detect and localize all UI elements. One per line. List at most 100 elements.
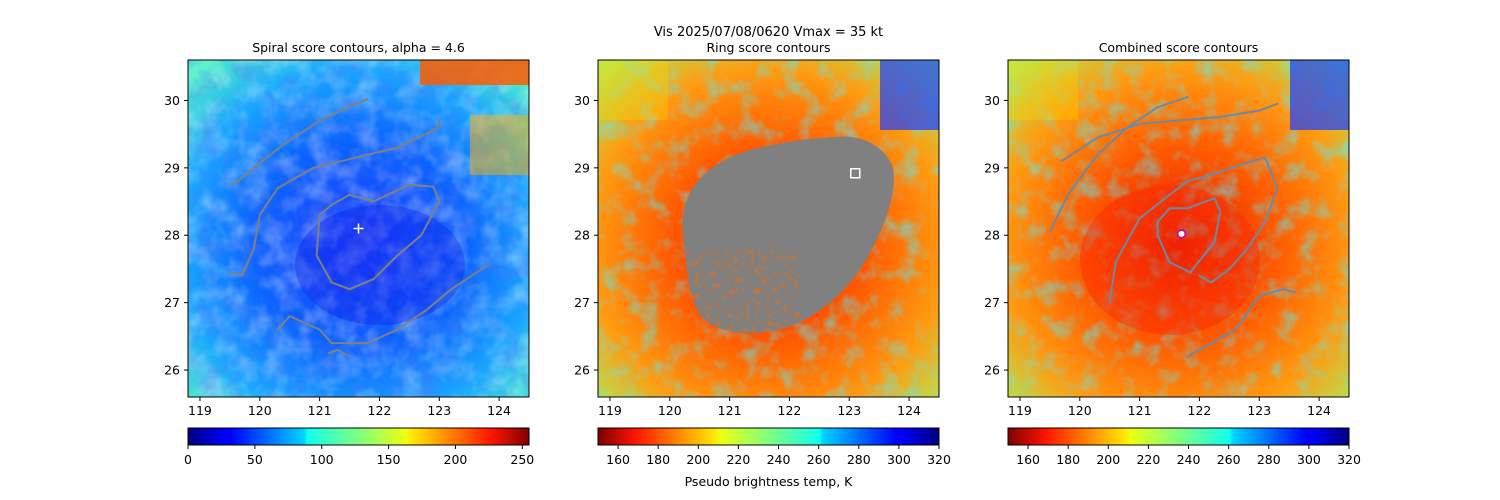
contour-line [315,183,441,291]
colorbar-tick-label: 160 [1016,452,1040,467]
figure-suptitle: Vis 2025/07/08/0620 Vmax = 35 kt [654,25,883,40]
colorbar-tick-label: 200 [686,452,710,467]
panel-ring: Ring score contours 119 120 121 122 123 124 2… [574,40,951,489]
colorbar-tick-label: 240 [1177,452,1201,467]
x-tick-label: 121 [1128,403,1152,418]
x-tick-label: 124 [897,403,921,418]
y-tick-label: 27 [984,295,1000,310]
contour-layer-spiral [228,98,489,358]
x-tick-label: 121 [718,403,742,418]
y-axis-ring: 26 27 28 29 30 [574,93,598,378]
contour-line [1108,156,1279,304]
contour-layer-combined [1048,96,1297,358]
center-marker-combined [1176,228,1187,239]
colorbar-tick-label: 300 [1297,452,1321,467]
satellite-image-combined [1008,60,1349,397]
contour-line [1186,288,1297,358]
colorbar-tick-label: 100 [310,452,334,467]
y-axis-spiral: 26 27 28 29 30 [164,93,188,378]
colorbar-tick-label: 300 [887,452,911,467]
colorbar-tick-label: 180 [646,452,670,467]
plus-marker-icon [353,223,364,234]
x-tick-label: 119 [188,403,212,418]
y-tick-label: 29 [984,160,1000,175]
y-tick-label: 30 [574,93,590,108]
y-tick-label: 26 [984,363,1000,378]
y-tick-label: 28 [574,228,590,243]
x-tick-label: 120 [248,403,272,418]
colorbar-spiral [187,427,530,446]
contour-line [327,348,351,358]
colorbar-tick-label: 200 [444,452,468,467]
panel-combined: Combined score contours 119 120 121 122 123 1… [984,40,1361,467]
y-tick-label: 30 [984,93,1000,108]
colorbar-tick-label: 220 [726,452,750,467]
x-tick-label: 123 [837,403,861,418]
x-tick-label: 123 [1247,403,1271,418]
x-tick-label: 124 [1307,403,1331,418]
satellite-image-ring [598,60,939,397]
x-axis-combined: 119 120 121 122 123 124 [1008,397,1331,418]
y-tick-label: 26 [574,363,590,378]
x-tick-label: 120 [658,403,682,418]
x-tick-label: 123 [427,403,451,418]
x-axis-spiral: 119 120 121 122 123 124 [188,397,511,418]
colorbar-tick-label: 50 [247,452,263,467]
contour-line [1156,197,1222,274]
colorbar-tick-label: 250 [510,452,534,467]
colorbar-ring [597,427,940,446]
x-tick-label: 121 [308,403,332,418]
colorbar-label: Pseudo brightness temp, K [685,474,854,489]
colorbar-combined [1007,427,1350,446]
colorbar-tick-label: 320 [927,452,951,467]
contour-line [1060,102,1279,163]
x-axis-ring: 119 120 121 122 123 124 [598,397,921,418]
x-tick-label: 124 [487,403,511,418]
y-tick-label: 26 [164,363,180,378]
x-tick-label: 122 [778,403,802,418]
colorbar-tick-label: 320 [1337,452,1361,467]
panel-title-combined: Combined score contours [1099,40,1259,55]
y-tick-label: 28 [984,228,1000,243]
colorbar-tick-label: 260 [807,452,831,467]
contour-line [231,98,369,186]
y-tick-label: 29 [574,160,590,175]
colorbar-tick-label: 280 [847,452,871,467]
contour-line [1048,96,1189,233]
panel-title-spiral: Spiral score contours, alpha = 4.6 [252,40,465,55]
center-marker-ring [849,167,861,179]
colorbar-tick-label: 260 [1217,452,1241,467]
y-tick-label: 27 [164,295,180,310]
axes-frame-ring [597,59,940,398]
colorbar-tick-label: 240 [767,452,791,467]
center-marker-spiral [353,223,364,234]
colorbar-tick-label: 150 [377,452,401,467]
colorbar-ticks-combined: 160 180 200 220 240 260 280 300 320 [1016,445,1361,467]
x-tick-label: 122 [1188,403,1212,418]
circle-marker-icon [1176,228,1187,239]
y-axis-combined: 26 27 28 29 30 [984,93,1008,378]
y-tick-label: 29 [164,160,180,175]
colorbar-tick-label: 180 [1056,452,1080,467]
colorbar-tick-label: 160 [606,452,630,467]
colorbar-ticks-ring: 160 180 200 220 240 260 280 300 320 [606,445,951,467]
colorbar-tick-label: 0 [184,452,192,467]
contour-line [276,264,489,345]
square-marker-icon [849,167,861,179]
y-tick-label: 30 [164,93,180,108]
axes-frame-combined [1007,59,1350,398]
x-tick-label: 119 [1008,403,1032,418]
x-tick-label: 122 [368,403,392,418]
y-tick-label: 27 [574,295,590,310]
colorbar-tick-label: 280 [1257,452,1281,467]
colorbar-tick-label: 220 [1136,452,1160,467]
contour-line [228,119,441,277]
axes-frame-spiral [187,59,530,398]
x-tick-label: 119 [598,403,622,418]
colorbar-ticks-spiral: 0 50 100 150 200 250 [184,445,534,467]
panel-spiral: Spiral score contours, alpha = 4.6 119 12… [164,40,534,467]
colorbar-tick-label: 200 [1096,452,1120,467]
x-tick-label: 120 [1068,403,1092,418]
panel-title-ring: Ring score contours [706,40,830,55]
